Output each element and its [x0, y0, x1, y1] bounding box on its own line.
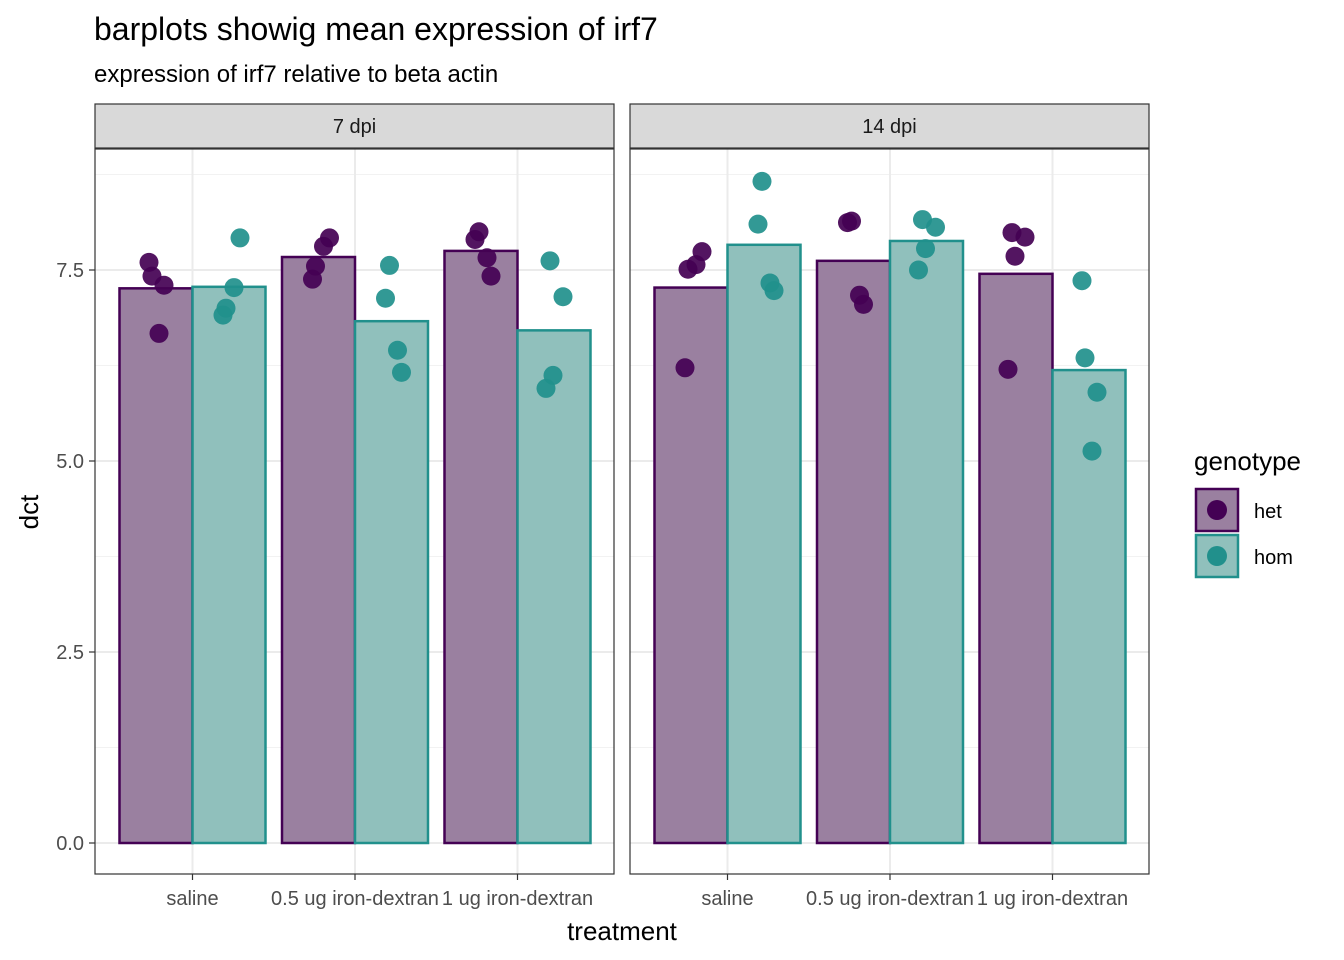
- legend: genotype het hom: [1194, 446, 1301, 579]
- point-het: [998, 359, 1018, 379]
- y-axis-title: dct: [14, 494, 44, 529]
- y-tick-label: 7.5: [56, 260, 84, 282]
- point-hom: [540, 251, 560, 271]
- point-het: [465, 229, 485, 249]
- facet-strip: [94, 103, 615, 149]
- point-hom: [536, 378, 556, 398]
- bar-hom: [1051, 368, 1127, 845]
- point-het: [154, 275, 174, 295]
- point-hom: [1087, 382, 1107, 402]
- point-hom: [392, 362, 411, 382]
- bar-hom: [516, 329, 592, 845]
- point-hom: [926, 217, 945, 237]
- point-hom: [764, 281, 784, 301]
- bar-hom: [888, 239, 965, 845]
- bar-het: [815, 259, 892, 845]
- point-hom: [380, 255, 399, 275]
- x-tick-label: 1 ug iron-dextran: [442, 888, 593, 910]
- x-tick-label: saline: [701, 888, 753, 910]
- legend-label-hom: hom: [1254, 547, 1293, 569]
- y-axis-ticks: 0.0 2.5 5.0 7.5: [56, 260, 95, 855]
- point-het: [314, 236, 333, 256]
- legend-point-hom: [1207, 546, 1227, 566]
- point-hom: [230, 228, 250, 248]
- point-het: [1015, 227, 1035, 247]
- facet-strip-label: 14 dpi: [862, 116, 917, 138]
- bar-hom: [726, 243, 802, 845]
- bar-het: [978, 272, 1054, 845]
- y-tick-label: 2.5: [56, 642, 84, 664]
- point-het: [675, 358, 695, 378]
- x-tick-label: 0.5 ug iron-dextran: [806, 888, 974, 910]
- y-tick-label: 5.0: [56, 451, 84, 473]
- point-het: [1005, 246, 1025, 266]
- x-tick-label: 1 ug iron-dextran: [977, 888, 1128, 910]
- point-hom: [1082, 441, 1102, 461]
- point-hom: [388, 340, 407, 360]
- point-het: [149, 323, 169, 343]
- chart-title: barplots showig mean expression of irf7: [94, 11, 658, 47]
- point-het: [678, 259, 698, 279]
- point-hom: [916, 239, 935, 259]
- legend-point-het: [1207, 500, 1227, 520]
- point-het: [481, 266, 501, 286]
- point-hom: [748, 214, 768, 234]
- x-tick-label: 0.5 ug iron-dextran: [271, 888, 439, 910]
- point-hom: [553, 287, 573, 307]
- x-tick-label: saline: [166, 888, 218, 910]
- x-axis-title: treatment: [567, 916, 678, 946]
- point-het: [838, 213, 857, 233]
- bar-het: [118, 287, 194, 845]
- bar-het: [280, 255, 357, 845]
- bar-hom: [353, 319, 430, 845]
- facet-panel: 7 dpi saline 0.5 ug iron-dextran 1 ug iron-…: [94, 103, 615, 910]
- point-hom: [909, 260, 928, 280]
- chart-subtitle: expression of irf7 relative to beta acti…: [94, 61, 498, 88]
- point-hom: [213, 305, 233, 325]
- y-tick-label: 0.0: [56, 833, 84, 855]
- point-hom: [1072, 271, 1092, 291]
- point-het: [477, 248, 497, 268]
- point-het: [854, 294, 873, 314]
- legend-label-het: het: [1254, 501, 1282, 523]
- legend-title: genotype: [1194, 446, 1301, 476]
- bar-hom: [191, 285, 267, 845]
- point-hom: [376, 288, 395, 308]
- facet-strip: [629, 103, 1150, 149]
- point-hom: [1075, 348, 1095, 368]
- facet-strip-label: 7 dpi: [333, 116, 376, 138]
- point-hom: [752, 171, 772, 191]
- point-hom: [224, 278, 244, 298]
- bar-het: [443, 249, 519, 845]
- point-het: [303, 269, 322, 289]
- facet-panel: 14 dpi saline 0.5 ug iron-dextran 1 ug iron…: [629, 103, 1150, 910]
